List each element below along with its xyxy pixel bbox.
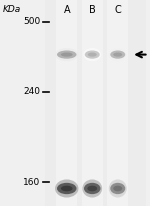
Ellipse shape: [109, 179, 127, 198]
Ellipse shape: [85, 50, 100, 59]
Ellipse shape: [57, 183, 76, 194]
Ellipse shape: [61, 186, 73, 191]
Ellipse shape: [82, 179, 102, 198]
Bar: [45, 0, 146, 206]
Text: 160: 160: [23, 178, 40, 187]
Ellipse shape: [88, 53, 97, 57]
Text: 240: 240: [24, 87, 40, 96]
Ellipse shape: [55, 179, 78, 198]
Text: C: C: [114, 5, 121, 15]
Ellipse shape: [109, 48, 127, 61]
Ellipse shape: [57, 50, 76, 59]
Text: A: A: [63, 5, 70, 15]
Bar: [82, 0, 103, 206]
Bar: [107, 0, 128, 206]
Ellipse shape: [113, 186, 122, 191]
Text: B: B: [89, 5, 96, 15]
Ellipse shape: [83, 48, 101, 61]
Text: KDa: KDa: [3, 5, 21, 14]
Ellipse shape: [61, 53, 73, 57]
Ellipse shape: [87, 186, 97, 191]
Bar: [56, 0, 77, 206]
Ellipse shape: [84, 183, 101, 194]
Ellipse shape: [110, 50, 125, 59]
Text: 500: 500: [23, 17, 40, 26]
Ellipse shape: [110, 183, 125, 194]
Ellipse shape: [113, 53, 122, 57]
Ellipse shape: [55, 48, 78, 61]
